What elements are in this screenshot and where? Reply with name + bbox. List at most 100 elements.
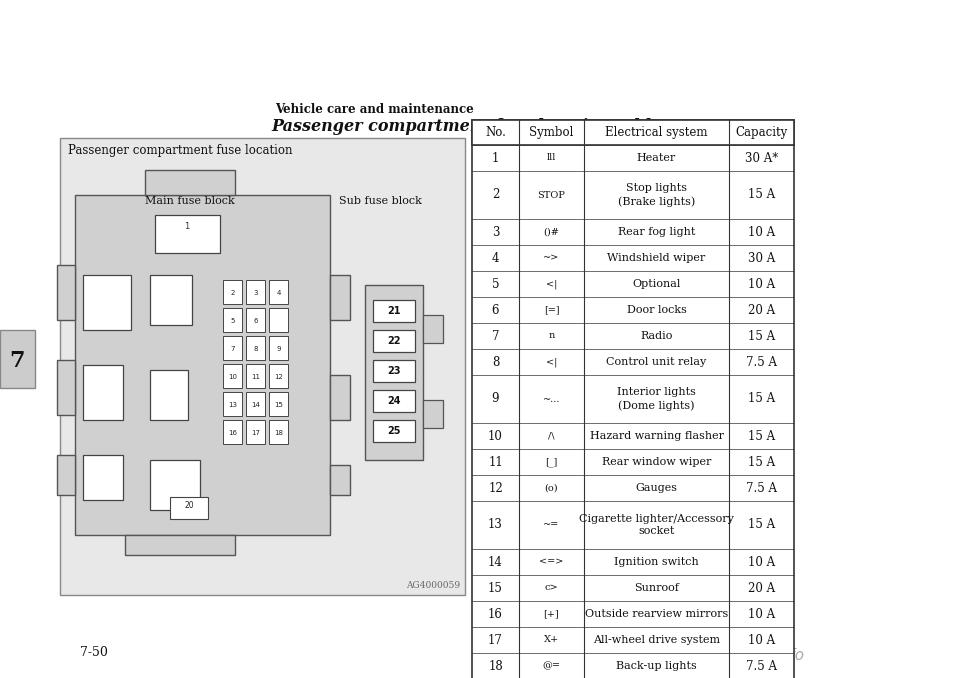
Text: 7: 7 [492, 330, 499, 342]
Bar [373, 360, 415, 382]
Bar [373, 420, 415, 442]
Text: 4: 4 [276, 290, 280, 296]
Bar [269, 392, 288, 416]
Bar [150, 460, 200, 510]
Bar [373, 390, 415, 412]
Text: 12: 12 [274, 374, 283, 380]
Text: 15 A: 15 A [748, 429, 775, 443]
Text: 4: 4 [492, 252, 499, 264]
Text: Main fuse block: Main fuse block [145, 196, 235, 206]
Bar [170, 497, 208, 519]
Text: lll: lll [547, 153, 556, 163]
Text: Windshield wiper: Windshield wiper [608, 253, 706, 263]
Text: 15 A: 15 A [748, 330, 775, 342]
Bar [125, 535, 235, 555]
Bar [269, 420, 288, 444]
Text: 15 A: 15 A [748, 393, 775, 405]
Text: 14: 14 [252, 402, 260, 408]
Text: @=: @= [542, 662, 561, 671]
Bar [57, 360, 75, 415]
Text: 23: 23 [387, 366, 400, 376]
Text: carmanualsonline.info: carmanualsonline.info [636, 647, 804, 662]
Bar [246, 420, 265, 444]
Text: 12: 12 [488, 481, 503, 494]
Text: 14: 14 [488, 555, 503, 568]
Text: ()#: ()# [543, 228, 560, 237]
Text: 18: 18 [488, 660, 503, 673]
Text: 15 A: 15 A [748, 188, 775, 201]
Text: 9: 9 [276, 346, 280, 352]
Text: Gauges: Gauges [636, 483, 678, 493]
Text: <|: <| [546, 279, 557, 289]
Text: AG4000059: AG4000059 [406, 581, 460, 590]
Bar [223, 308, 242, 332]
Text: 7: 7 [10, 350, 25, 372]
Text: 13: 13 [488, 519, 503, 532]
Bar [223, 420, 242, 444]
Bar [223, 336, 242, 360]
Text: Heater: Heater [636, 153, 676, 163]
Text: 10 A: 10 A [748, 226, 775, 239]
Text: Outside rearview mirrors: Outside rearview mirrors [585, 609, 728, 619]
Text: 7.5 A: 7.5 A [746, 355, 777, 369]
Bar [83, 275, 131, 330]
Text: Back-up lights: Back-up lights [616, 661, 697, 671]
Bar [246, 308, 265, 332]
Text: 10 A: 10 A [748, 555, 775, 568]
Bar [145, 170, 235, 195]
Text: No.: No. [485, 126, 506, 139]
Text: 22: 22 [387, 336, 400, 346]
Text: 8: 8 [492, 355, 499, 369]
Text: 5: 5 [230, 318, 234, 324]
Bar [330, 375, 350, 420]
Bar [373, 330, 415, 352]
Text: 15: 15 [274, 402, 283, 408]
Text: Capacity: Capacity [735, 126, 787, 139]
Bar [223, 280, 242, 304]
Text: 2: 2 [492, 188, 499, 201]
Text: Hazard warning flasher: Hazard warning flasher [589, 431, 724, 441]
Text: 7.5 A: 7.5 A [746, 660, 777, 673]
Bar [155, 215, 220, 253]
Text: 13: 13 [228, 402, 237, 408]
Bar [269, 336, 288, 360]
Text: 20: 20 [184, 502, 194, 511]
Text: Door locks: Door locks [627, 305, 686, 315]
Bar [223, 392, 242, 416]
Bar [57, 265, 75, 320]
Bar [150, 370, 188, 420]
Text: 6: 6 [253, 318, 257, 324]
Text: 10: 10 [488, 429, 503, 443]
Text: ~=: ~= [543, 521, 560, 530]
Text: 7: 7 [230, 346, 235, 352]
Text: 15: 15 [488, 582, 503, 595]
Text: STOP: STOP [538, 191, 565, 199]
Text: 20 A: 20 A [748, 582, 775, 595]
Text: 7.5 A: 7.5 A [746, 481, 777, 494]
Text: [=]: [=] [543, 306, 560, 315]
Text: Control unit relay: Control unit relay [607, 357, 707, 367]
Bar [150, 275, 192, 325]
Bar [269, 280, 288, 304]
Bar [57, 455, 75, 495]
Bar [423, 400, 443, 428]
Text: <=>: <=> [540, 557, 564, 567]
Text: /\: /\ [548, 431, 555, 441]
Text: X+: X+ [544, 635, 559, 645]
Text: Rear fog light: Rear fog light [618, 227, 695, 237]
Text: Interior lights
(Dome lights): Interior lights (Dome lights) [617, 387, 696, 411]
Text: Symbol: Symbol [529, 126, 574, 139]
Text: Radio: Radio [640, 331, 673, 341]
Text: 11: 11 [488, 456, 503, 468]
Text: 11: 11 [251, 374, 260, 380]
Text: 20 A: 20 A [748, 304, 775, 317]
Text: 18: 18 [274, 430, 283, 436]
Text: Passenger compartment fuse location: Passenger compartment fuse location [68, 144, 293, 157]
Text: 10 A: 10 A [748, 607, 775, 620]
Bar [246, 364, 265, 388]
Bar [269, 364, 288, 388]
Text: [_]: [_] [545, 457, 558, 467]
Bar [365, 285, 423, 460]
Text: 17: 17 [488, 633, 503, 647]
Text: Stop lights
(Brake lights): Stop lights (Brake lights) [618, 184, 695, 207]
